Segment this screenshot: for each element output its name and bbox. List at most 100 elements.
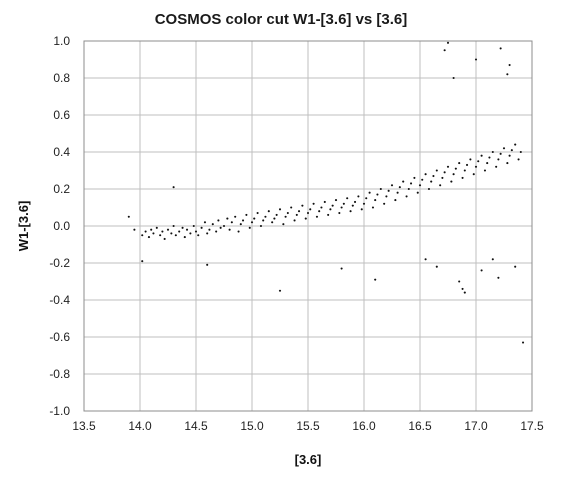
data-point — [217, 219, 220, 222]
data-point — [320, 206, 323, 209]
data-point — [517, 158, 520, 161]
data-point — [385, 195, 388, 198]
data-point — [402, 180, 405, 183]
data-point — [312, 202, 315, 205]
data-point — [371, 206, 375, 209]
data-point — [349, 210, 352, 213]
data-point — [208, 228, 211, 231]
data-point — [250, 221, 254, 224]
data-point — [491, 150, 494, 154]
data-point — [461, 287, 464, 290]
data-point — [282, 223, 285, 226]
data-point — [469, 158, 472, 161]
data-point — [234, 215, 237, 218]
x-axis-ticks: 13.5 14.0 14.5 15.0 15.5 16.0 16.5 17.0 17.5 — [72, 419, 544, 433]
data-point — [474, 165, 478, 168]
data-point — [360, 208, 363, 211]
data-point — [304, 217, 307, 220]
x-tick-label: 15.5 — [296, 419, 320, 433]
data-point — [275, 213, 278, 216]
x-axis-label: [3.6] — [295, 452, 322, 467]
data-point — [230, 221, 233, 224]
data-point — [353, 200, 357, 203]
data-point — [340, 267, 343, 270]
data-point — [508, 64, 511, 67]
y-tick-label: 0.4 — [53, 145, 70, 159]
data-point — [474, 58, 478, 61]
data-point — [327, 213, 330, 216]
data-point — [396, 191, 399, 194]
data-point — [390, 184, 394, 187]
data-point — [374, 278, 377, 281]
data-point — [499, 47, 502, 50]
gridlines — [83, 40, 533, 412]
data-point — [443, 49, 446, 52]
data-point — [374, 199, 377, 202]
x-tick-label: 16.0 — [352, 419, 376, 433]
data-point — [152, 232, 155, 235]
data-point — [144, 230, 147, 233]
data-point — [398, 186, 401, 189]
data-point — [222, 224, 226, 228]
data-point — [461, 176, 464, 179]
data-point — [491, 258, 494, 261]
data-point — [454, 167, 457, 170]
data-point — [133, 228, 136, 231]
data-point — [480, 269, 483, 272]
data-point — [427, 187, 431, 191]
data-point — [443, 171, 446, 174]
data-point — [435, 265, 438, 268]
data-point — [368, 191, 371, 194]
data-point — [284, 215, 287, 218]
data-point — [439, 184, 442, 187]
data-point — [194, 230, 198, 233]
data-point — [256, 212, 259, 215]
data-point — [510, 149, 513, 152]
data-point — [497, 158, 500, 161]
y-axis-label: W1-[3.6] — [16, 201, 31, 252]
data-points — [127, 41, 525, 344]
data-point — [273, 217, 276, 220]
data-point — [465, 163, 469, 166]
data-point — [267, 210, 270, 213]
data-point — [508, 154, 511, 157]
data-point — [506, 162, 509, 165]
data-point — [174, 234, 177, 237]
data-point — [441, 176, 444, 179]
data-point — [346, 197, 349, 200]
data-point — [416, 191, 419, 194]
data-point — [430, 180, 433, 183]
chart-title: COSMOS color cut W1-[3.6] vs [3.6] — [155, 11, 408, 28]
data-point — [405, 195, 408, 198]
data-point — [228, 228, 231, 231]
data-point — [409, 182, 413, 185]
data-point — [413, 176, 416, 179]
data-point — [331, 204, 334, 207]
data-point — [418, 184, 422, 187]
x-tick-label: 17.5 — [520, 419, 544, 433]
data-point — [237, 230, 240, 233]
data-point — [323, 200, 326, 203]
y-tick-label: -1.0 — [49, 404, 70, 418]
data-point — [488, 156, 491, 159]
data-point — [301, 204, 304, 207]
data-point — [211, 223, 214, 226]
plot-area-frame — [83, 40, 533, 412]
data-point — [309, 208, 312, 211]
data-point — [192, 224, 195, 228]
data-point — [163, 237, 166, 240]
y-tick-label: -0.6 — [49, 330, 70, 344]
data-point — [424, 173, 427, 176]
data-point — [262, 219, 265, 222]
data-point — [318, 210, 321, 213]
data-point — [189, 232, 192, 235]
data-point — [278, 208, 282, 211]
data-point — [286, 212, 289, 215]
data-point — [379, 187, 382, 191]
data-point — [477, 160, 480, 163]
data-point — [259, 224, 263, 228]
data-point — [141, 260, 144, 263]
data-point — [295, 213, 298, 216]
data-point — [226, 217, 229, 220]
